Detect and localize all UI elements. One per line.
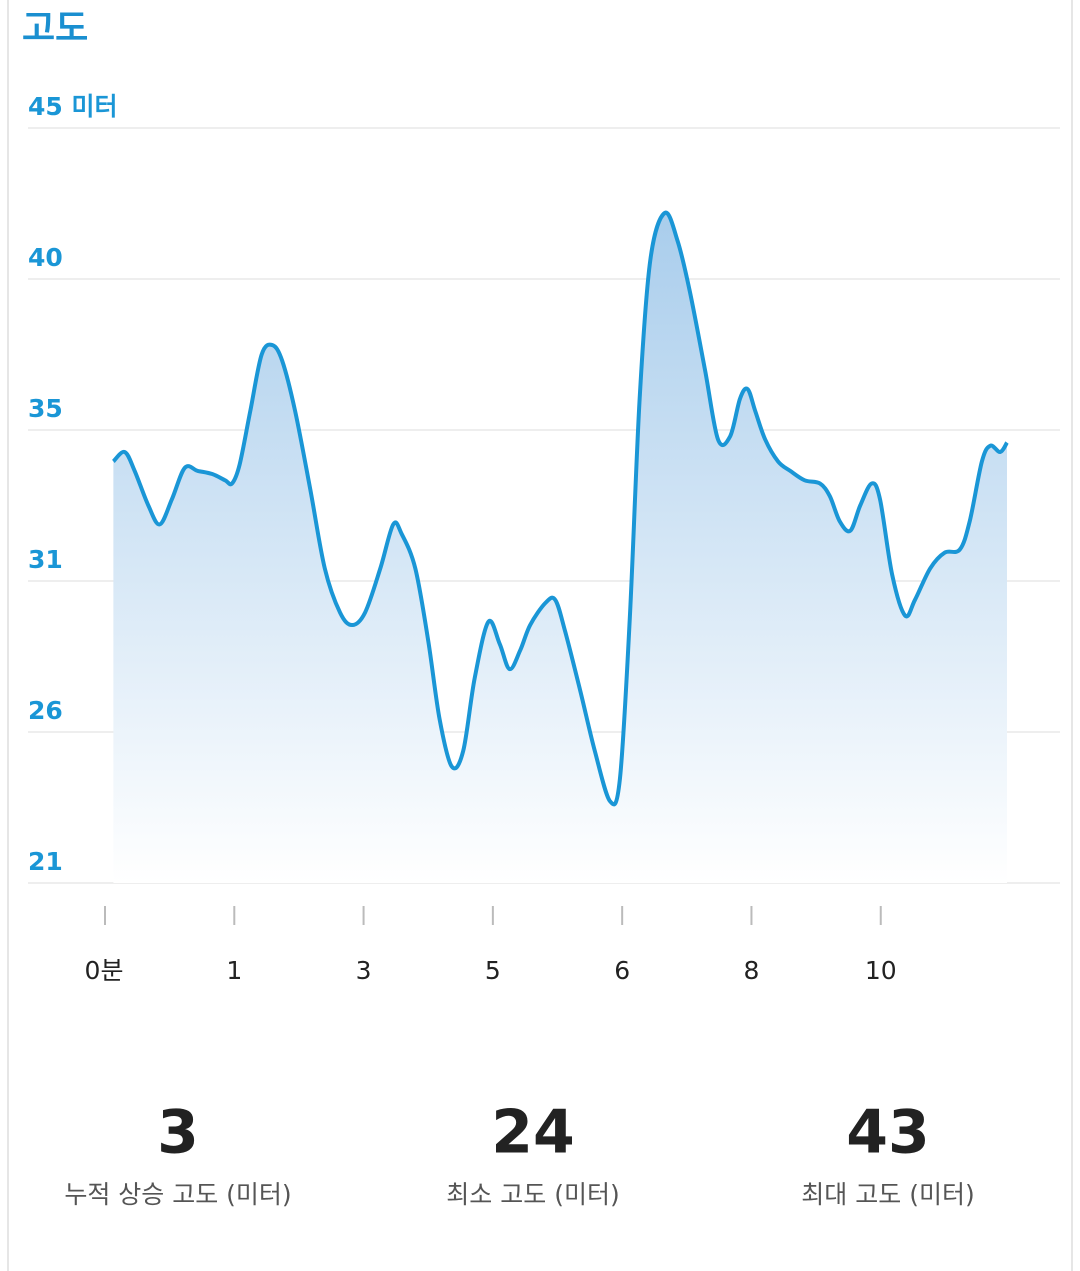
- stat-value: 24: [491, 1098, 575, 1168]
- y-tick-label: 35: [28, 394, 63, 423]
- y-tick-label: 21: [28, 847, 63, 876]
- x-tick-label: 5: [485, 956, 501, 985]
- y-tick-label: 45 미터: [28, 92, 118, 121]
- x-tick-label: 3: [356, 956, 372, 985]
- stat-value: 3: [157, 1098, 199, 1168]
- y-tick-label: 40: [28, 243, 63, 272]
- stat-label: 최소 고도 (미터): [446, 1180, 619, 1209]
- y-tick-label: 26: [28, 696, 63, 725]
- x-tick-label: 6: [614, 956, 630, 985]
- area: [113, 212, 1007, 884]
- card-title: 고도: [22, 8, 88, 49]
- x-tick-label: 10: [865, 956, 897, 985]
- x-tick-label: 0분: [85, 956, 124, 985]
- x-tick-label: 1: [226, 956, 242, 985]
- x-tick-label: 8: [744, 956, 760, 985]
- stat-label: 누적 상승 고도 (미터): [64, 1180, 291, 1209]
- y-tick-label: 31: [28, 545, 63, 574]
- stat-label: 최대 고도 (미터): [801, 1180, 974, 1209]
- line: [111, 210, 1009, 807]
- stat-value: 43: [846, 1098, 930, 1168]
